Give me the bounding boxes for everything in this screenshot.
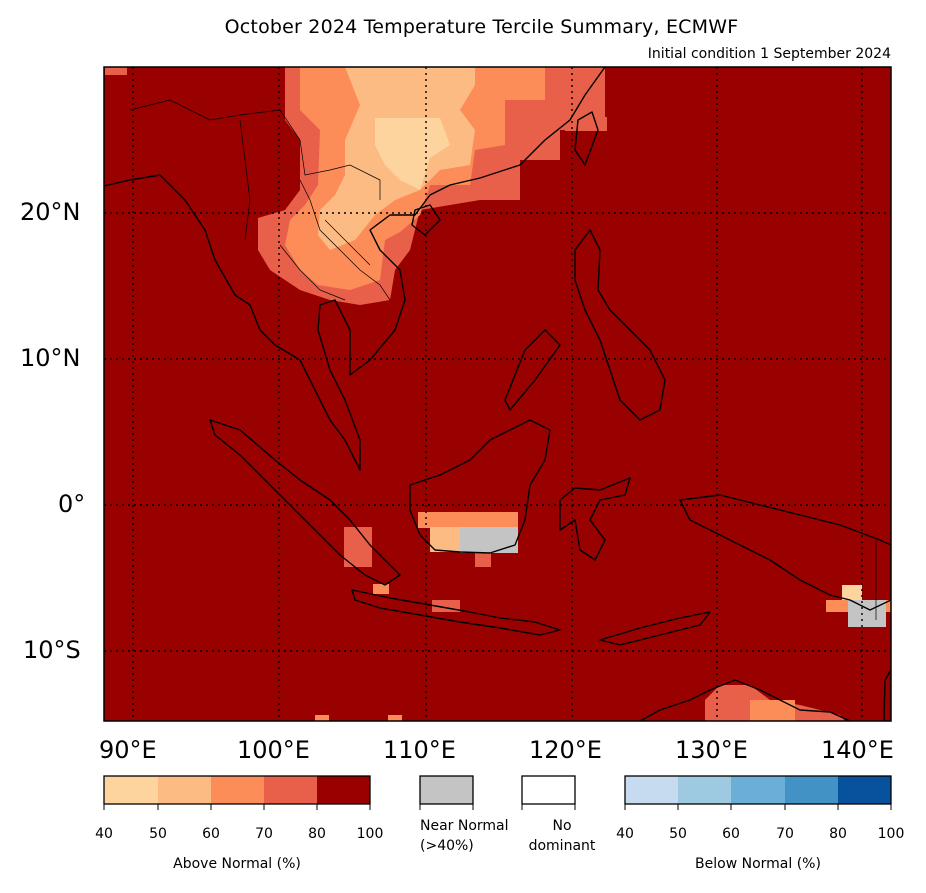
below-tick: 70	[776, 826, 794, 842]
map-title: October 2024 Temperature Tercile Summary…	[224, 16, 739, 38]
swatch-above-40	[104, 776, 158, 804]
lon-label-90e: 90°E	[99, 736, 157, 764]
border	[129, 99, 381, 200]
graticule	[104, 67, 891, 721]
lon-label-100e: 100°E	[237, 736, 310, 764]
below-tick: 100	[877, 826, 905, 842]
below-tick: 80	[829, 826, 847, 842]
near-normal-subcaption: (>40%)	[420, 838, 474, 854]
above-tick: 100	[356, 826, 384, 842]
lon-label-120e: 120°E	[529, 736, 602, 764]
no-dominant-caption-1: No	[552, 818, 572, 834]
swatch-below-40	[625, 776, 678, 804]
png-east	[883, 669, 891, 721]
no-dominant-caption-2: dominant	[528, 838, 596, 854]
border	[299, 179, 391, 301]
above-normal-patches	[105, 67, 891, 721]
timor-coast	[599, 611, 711, 646]
swatch-above-80	[317, 776, 370, 804]
patch-40	[375, 118, 450, 190]
near-normal-borneo	[460, 527, 518, 553]
below-normal-colorbar	[624, 775, 892, 810]
above-tick: 80	[308, 826, 326, 842]
swatch-below-70	[785, 776, 838, 804]
lat-label-10s: 10°S	[23, 636, 81, 664]
hainan-coast	[411, 204, 441, 236]
below-normal-caption: Below Normal (%)	[695, 856, 821, 872]
australia-coast	[639, 679, 851, 721]
swatch-below-60	[731, 776, 785, 804]
lon-label-140e: 140°E	[821, 736, 894, 764]
patch-small	[105, 67, 127, 75]
patch-borneo	[475, 553, 491, 567]
below-tick: 60	[722, 826, 740, 842]
patch-australia	[750, 700, 795, 721]
lon-label-110e: 110°E	[383, 736, 456, 764]
patch-australia	[388, 715, 402, 721]
swatch-below-80	[838, 776, 891, 804]
above-tick: 60	[202, 826, 220, 842]
patch-borneo	[418, 512, 518, 528]
near-normal-png	[848, 600, 886, 627]
above-tick: 70	[255, 826, 273, 842]
borneo-coast	[409, 419, 551, 554]
border	[239, 119, 251, 241]
below-tick: 50	[669, 826, 687, 842]
taiwan-coast	[574, 111, 599, 166]
border	[324, 219, 371, 266]
swatch-above-70	[264, 776, 317, 804]
map-subtitle: Initial condition 1 September 2024	[647, 46, 891, 62]
philippines-palawan	[504, 329, 561, 411]
above-tick: 40	[95, 826, 113, 842]
swatch-above-60	[211, 776, 264, 804]
swatch-below-50	[678, 776, 731, 804]
lat-label-20n: 20°N	[20, 198, 81, 226]
patch-java	[373, 584, 389, 594]
border	[279, 244, 346, 301]
coastlines	[104, 67, 891, 721]
sumatra-coast	[209, 419, 401, 586]
map-frame	[103, 66, 892, 722]
patch-sumatra	[344, 527, 372, 567]
below-tick: 40	[616, 826, 634, 842]
near-normal-swatch	[419, 775, 474, 810]
lon-label-130e: 130°E	[675, 736, 748, 764]
lat-label-10n: 10°N	[20, 344, 81, 372]
map-area	[104, 67, 891, 721]
borders	[129, 99, 877, 620]
above-normal-colorbar	[103, 775, 371, 810]
java-coast	[351, 589, 561, 636]
above-tick: 50	[149, 826, 167, 842]
swatch-above-50	[158, 776, 211, 804]
patch-australia	[315, 715, 329, 721]
near-normal-caption: Near Normal	[420, 818, 509, 834]
sulawesi-coast	[559, 477, 631, 561]
mainland-coast	[104, 67, 606, 471]
patch-borneo	[430, 527, 460, 552]
philippines-coast	[574, 229, 666, 421]
patch-png	[842, 585, 862, 600]
lat-label-0: 0°	[58, 490, 86, 518]
no-dominant-swatch	[521, 775, 576, 810]
newguinea-coast	[679, 494, 891, 611]
above-normal-caption: Above Normal (%)	[173, 856, 301, 872]
